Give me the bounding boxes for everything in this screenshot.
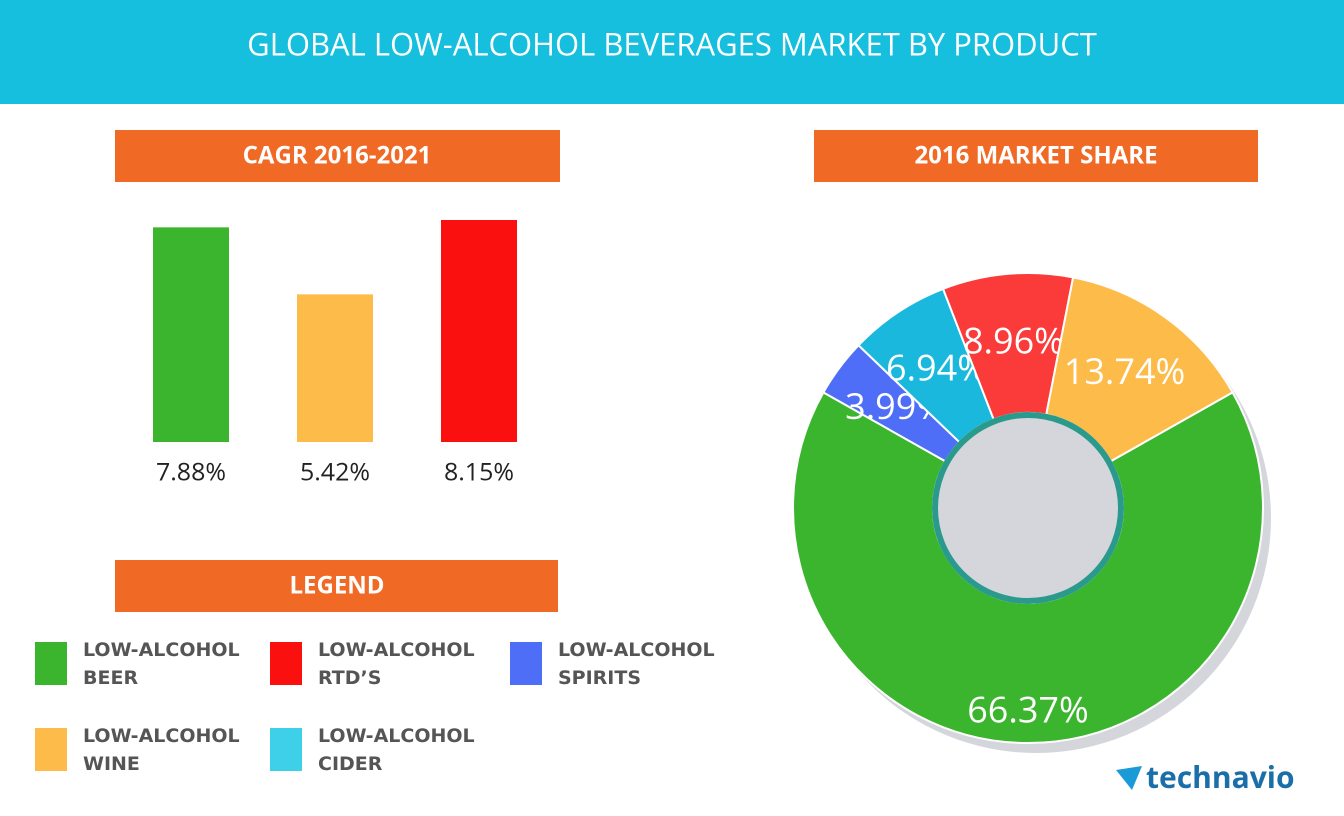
legend-swatch — [510, 642, 542, 685]
legend-title: LEGEND — [289, 568, 384, 601]
legend-swatch — [35, 728, 67, 771]
title-box — [115, 130, 560, 182]
legend-swatch — [270, 728, 302, 771]
legend-swatch — [35, 642, 67, 685]
slice-label: 13.74% — [1064, 346, 1186, 395]
pie-ring — [932, 412, 1124, 604]
logo-icon — [1116, 766, 1142, 790]
legend-label: LOW-ALCOHOL SPIRITS — [558, 639, 715, 689]
title-box — [814, 130, 1258, 182]
legend-swatch — [270, 642, 302, 685]
title-box — [115, 560, 558, 612]
legend-label: LOW-ALCOHOL RTD’S — [318, 639, 475, 689]
legend-label: LOW-ALCOHOL WINE — [83, 725, 240, 775]
value-label: 7.88% — [156, 455, 226, 489]
legend-label: LOW-ALCOHOL CIDER — [318, 725, 475, 775]
value-label: 8.15% — [444, 455, 514, 489]
bar — [441, 220, 517, 442]
brand: technavio — [1146, 756, 1295, 797]
bar — [297, 294, 373, 442]
page-title: GLOBAL LOW-ALCOHOL BEVERAGES MARKET BY P… — [247, 23, 1097, 65]
value-label: 5.42% — [300, 455, 370, 489]
slice-label: 66.37% — [967, 685, 1089, 734]
chart-title: 2016 MARKET SHARE — [914, 138, 1157, 171]
bar — [153, 227, 229, 442]
header-band — [0, 0, 1344, 104]
legend-label: LOW-ALCOHOL BEER — [83, 639, 240, 689]
chart-title: CAGR 2016-2021 — [243, 138, 432, 171]
slice-label: 8.96% — [963, 315, 1064, 364]
